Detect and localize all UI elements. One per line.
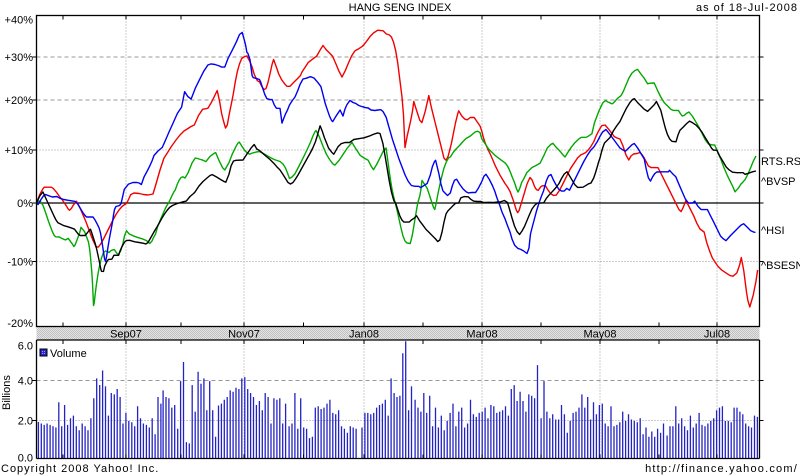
svg-text:+30%: +30% [5, 52, 34, 64]
svg-text:Jan08: Jan08 [349, 329, 379, 341]
svg-text:May08: May08 [583, 329, 616, 341]
svg-text:as of 18-Jul-2008: as of 18-Jul-2008 [696, 2, 798, 14]
svg-text:2.0: 2.0 [18, 416, 33, 428]
svg-text:^BVSP: ^BVSP [761, 176, 796, 188]
svg-text:0.0: 0.0 [18, 453, 33, 465]
svg-text:RTS.RS: RTS.RS [761, 156, 800, 168]
svg-text:Nov07: Nov07 [228, 329, 260, 341]
svg-text:http://finance.yahoo.com/: http://finance.yahoo.com/ [645, 463, 798, 475]
svg-text:Volume: Volume [50, 348, 87, 360]
svg-text:^HSI: ^HSI [761, 225, 785, 237]
svg-text:HANG SENG INDEX: HANG SENG INDEX [349, 2, 452, 14]
svg-text:6.0: 6.0 [18, 341, 33, 353]
svg-text:-20%: -20% [7, 318, 33, 330]
svg-text:Mar08: Mar08 [466, 329, 497, 341]
svg-text:0%: 0% [17, 198, 33, 210]
svg-text:-10%: -10% [7, 257, 33, 269]
svg-text:4.0: 4.0 [18, 376, 33, 388]
svg-text:Sep07: Sep07 [110, 329, 142, 341]
svg-text:+10%: +10% [5, 145, 34, 157]
svg-text:Billions: Billions [1, 375, 13, 410]
svg-text:+40%: +40% [5, 15, 34, 27]
svg-text:^BSESN: ^BSESN [761, 260, 800, 272]
svg-text:Jul08: Jul08 [704, 329, 730, 341]
svg-text:+20%: +20% [5, 95, 34, 107]
svg-text:Copyright 2008 Yahoo! Inc.: Copyright 2008 Yahoo! Inc. [1, 463, 159, 475]
